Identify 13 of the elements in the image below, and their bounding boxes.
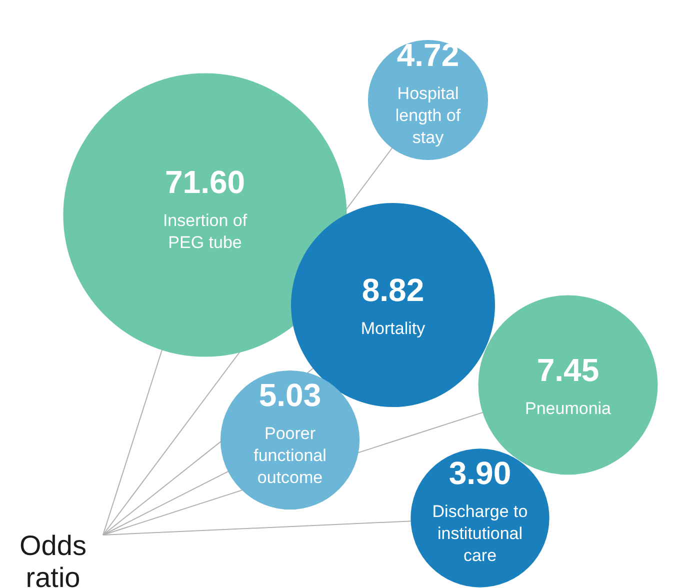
category-label: Pneumonia — [524, 399, 612, 418]
category-label: Poorer functional outcome — [254, 424, 326, 487]
category-label: Insertion of PEG tube — [162, 211, 248, 252]
data-label: 4.72 — [396, 37, 460, 73]
data-label: 71.60 — [164, 164, 246, 200]
category-label: Hospital length of stay — [395, 84, 461, 147]
data-label: 5.03 — [258, 377, 322, 413]
data-label: 7.45 — [536, 352, 600, 388]
text: Odds ratio — [20, 530, 86, 588]
category-label: Mortality — [360, 319, 426, 338]
data-label: 3.90 — [448, 455, 512, 491]
category-label: Discharge to institutional care — [432, 502, 528, 565]
data-label: 8.82 — [362, 272, 424, 308]
